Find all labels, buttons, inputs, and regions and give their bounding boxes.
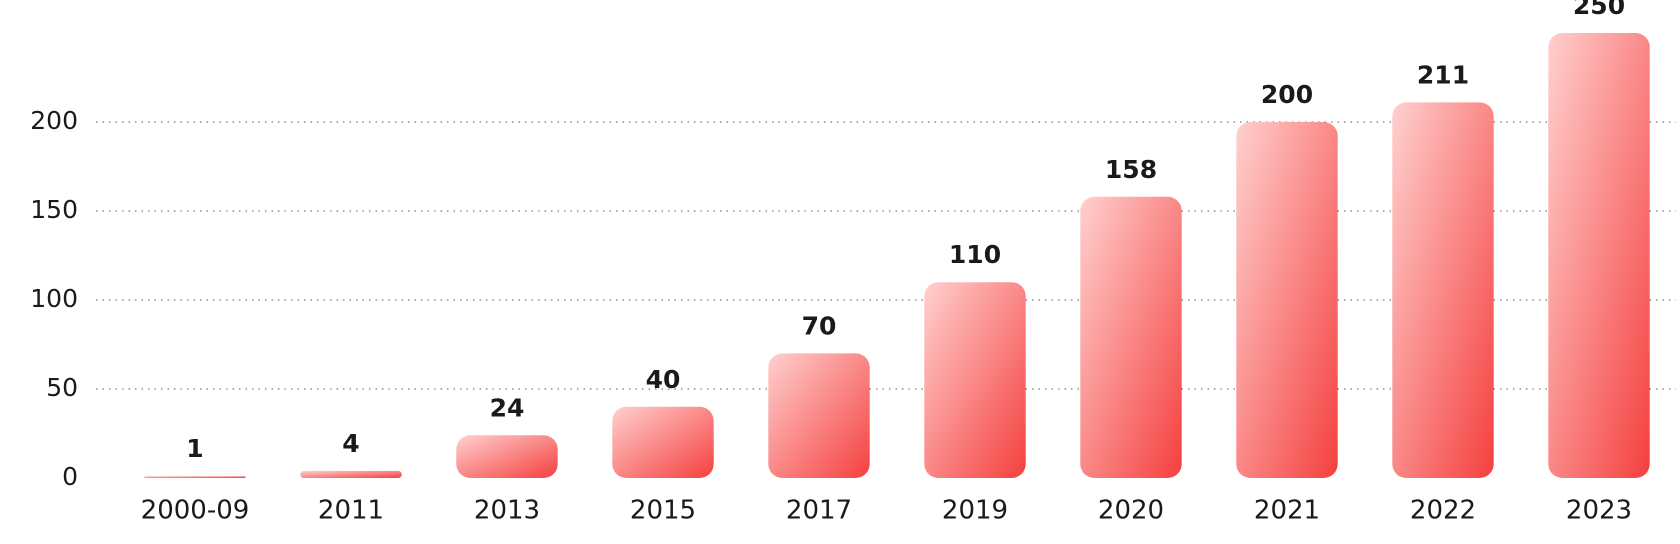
bar [456, 435, 558, 478]
x-tick-label: 2011 [318, 496, 384, 526]
x-tick-label: 2021 [1254, 496, 1320, 526]
bar [1080, 196, 1182, 478]
bar [1392, 102, 1494, 479]
x-tick-label: 2022 [1410, 496, 1476, 526]
value-label: 200 [1261, 80, 1313, 109]
y-tick-label: 0 [62, 462, 78, 491]
y-tick-label: 150 [30, 195, 78, 224]
x-tick-label: 2013 [474, 496, 540, 526]
x-tick-label: 2000-09 [141, 496, 250, 526]
bar [768, 353, 870, 478]
value-label: 70 [802, 311, 837, 340]
value-label: 24 [490, 393, 525, 422]
y-tick-label: 200 [30, 106, 78, 135]
bar [1548, 33, 1650, 478]
y-tick-label: 50 [46, 373, 78, 402]
bar [924, 282, 1026, 478]
value-label: 110 [949, 240, 1001, 269]
x-tick-label: 2017 [786, 496, 852, 526]
value-label: 1 [186, 434, 203, 463]
bar [612, 406, 714, 478]
value-label: 40 [646, 365, 681, 394]
x-tick-label: 2020 [1098, 496, 1164, 526]
bar [144, 476, 246, 478]
value-label: 158 [1105, 155, 1157, 184]
value-label: 4 [342, 429, 359, 458]
x-tick-label: 2015 [630, 496, 696, 526]
x-tick-label: 2019 [942, 496, 1008, 526]
value-label: 250 [1573, 0, 1625, 20]
bar [1236, 122, 1338, 478]
y-tick-label: 100 [30, 284, 78, 313]
x-tick-label: 2023 [1566, 496, 1632, 526]
bar [300, 470, 402, 478]
value-label: 211 [1417, 60, 1469, 89]
